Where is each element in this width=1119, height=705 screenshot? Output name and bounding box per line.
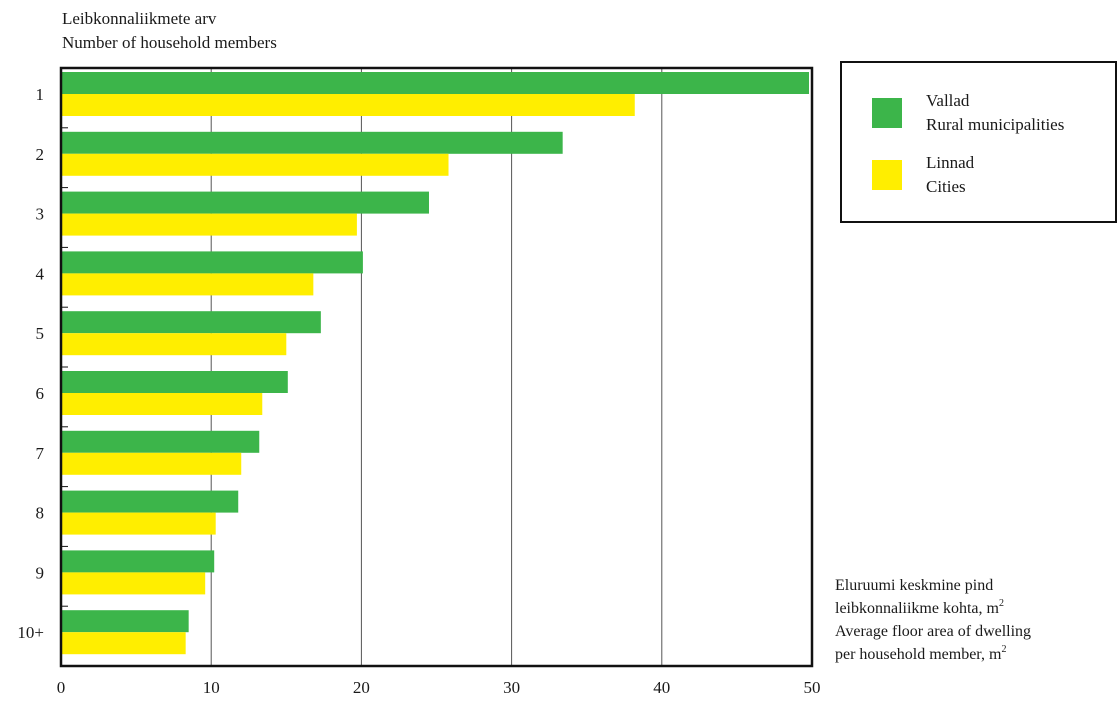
x-axis-label-line4-text: per household member, m bbox=[835, 646, 1002, 663]
bar-cities-2 bbox=[61, 153, 449, 176]
y-category-label: 7 bbox=[36, 444, 45, 463]
legend-label-cities-et: Linnad bbox=[926, 153, 975, 172]
bar-cities-8 bbox=[61, 512, 216, 535]
legend-frame bbox=[840, 61, 1117, 223]
x-axis-label-line2: leibkonnaliikme kohta, m2 bbox=[835, 598, 1004, 617]
legend: Vallad Rural municipalities Linnad Citie… bbox=[840, 61, 1117, 223]
x-axis-label-line2-superscript: 2 bbox=[999, 598, 1004, 609]
y-category-label: 1 bbox=[36, 85, 45, 104]
y-category-label: 6 bbox=[36, 384, 45, 403]
legend-swatch-rural bbox=[872, 98, 902, 128]
x-axis-label: Eluruumi keskmine pind leibkonnaliikme k… bbox=[835, 577, 1031, 663]
x-tick-label: 40 bbox=[653, 678, 670, 697]
bar-rural-2 bbox=[61, 131, 563, 154]
bar-cities-4 bbox=[61, 273, 314, 296]
bar-rural-4 bbox=[61, 251, 363, 274]
bar-rural-9 bbox=[61, 550, 215, 573]
y-category-label: 8 bbox=[36, 504, 45, 523]
y-category-label: 2 bbox=[36, 145, 45, 164]
bar-rural-3 bbox=[61, 191, 429, 214]
bar-rural-8 bbox=[61, 490, 239, 513]
bar-rural-6 bbox=[61, 371, 288, 393]
x-tick-label: 0 bbox=[57, 678, 66, 697]
plot-frame bbox=[59, 66, 814, 668]
bar-cities-9 bbox=[61, 572, 206, 595]
x-tick-label: 30 bbox=[503, 678, 520, 697]
x-tick-label: 50 bbox=[804, 678, 821, 697]
x-axis-label-line4: per household member, m2 bbox=[835, 644, 1006, 663]
bar-cities-6 bbox=[61, 393, 263, 415]
bar-cities-1 bbox=[61, 94, 635, 116]
bar-rural-1 bbox=[61, 72, 809, 94]
bar-cities-7 bbox=[61, 452, 242, 475]
bar-rural-10+ bbox=[61, 610, 189, 633]
x-axis-label-line1: Eluruumi keskmine pind bbox=[835, 577, 993, 594]
x-axis-label-line3: Average floor area of dwelling bbox=[835, 623, 1031, 640]
bar-cities-10+ bbox=[61, 632, 186, 655]
bar-rural-7 bbox=[61, 430, 260, 453]
x-axis-label-line2-text: leibkonnaliikme kohta, m bbox=[835, 600, 1000, 617]
bar-rural-5 bbox=[61, 311, 321, 334]
chart-title-english: Number of household members bbox=[62, 33, 277, 52]
x-tick-label: 20 bbox=[353, 678, 370, 697]
y-category-label: 10+ bbox=[17, 623, 44, 642]
bar-cities-3 bbox=[61, 213, 357, 236]
legend-label-rural-en: Rural municipalities bbox=[926, 115, 1064, 134]
x-axis-label-line4-superscript: 2 bbox=[1001, 644, 1006, 655]
bar-cities-5 bbox=[61, 333, 287, 356]
y-category-label: 4 bbox=[36, 264, 45, 283]
x-tick-label: 10 bbox=[203, 678, 220, 697]
legend-label-cities-en: Cities bbox=[926, 177, 966, 196]
chart-title-estonian: Leibkonnaliikmete arv bbox=[62, 9, 217, 28]
legend-swatch-cities bbox=[872, 160, 902, 190]
y-category-label: 9 bbox=[36, 563, 45, 582]
y-category-label: 3 bbox=[36, 205, 45, 224]
legend-label-rural-et: Vallad bbox=[926, 91, 970, 110]
y-category-label: 5 bbox=[36, 324, 45, 343]
bar-layer bbox=[61, 72, 809, 655]
tick-layer: 0 10 20 30 40 50 1 2 3 4 5 6 7 8 9 10+ bbox=[17, 85, 820, 697]
